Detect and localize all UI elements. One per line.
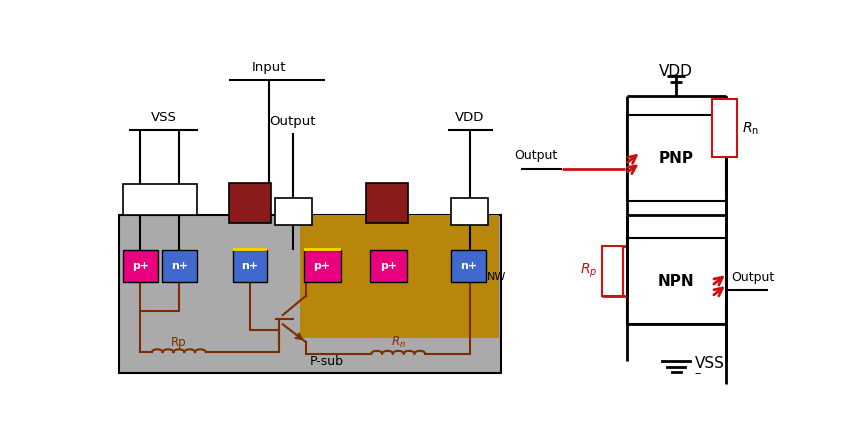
Text: NPN: NPN [658, 274, 695, 289]
Text: PNP: PNP [659, 151, 694, 166]
Bar [228, 182, 271, 223]
Text: Output: Output [732, 270, 775, 284]
Text: VDD: VDD [455, 111, 484, 124]
Text: n+: n+ [241, 261, 259, 271]
Text: Rp: Rp [171, 336, 186, 349]
Bar [712, 99, 737, 157]
Text: $R_p$: $R_p$ [580, 262, 597, 280]
Text: $R_\mathrm{n}$: $R_\mathrm{n}$ [741, 120, 758, 137]
Bar [124, 250, 158, 282]
Text: Input: Input [252, 61, 286, 74]
Bar [601, 246, 623, 296]
Bar [161, 250, 197, 282]
Bar [303, 250, 340, 282]
Text: n+: n+ [460, 261, 478, 271]
Text: VDD: VDD [660, 64, 693, 79]
Bar [627, 115, 726, 201]
Text: VSS: VSS [695, 356, 725, 371]
Bar [124, 184, 197, 215]
Bar [366, 182, 408, 223]
Text: NW: NW [487, 272, 506, 281]
Bar [233, 248, 267, 251]
Bar [303, 248, 340, 251]
Text: $R_n$: $R_n$ [391, 334, 405, 349]
Text: p+: p+ [132, 261, 149, 271]
Text: –: – [695, 367, 701, 380]
Bar [301, 215, 499, 338]
Text: n+: n+ [171, 261, 188, 271]
Bar [369, 250, 407, 282]
Text: Output: Output [270, 115, 316, 127]
Bar [627, 238, 726, 324]
Bar [451, 198, 489, 225]
Bar [119, 215, 501, 373]
Bar [233, 250, 267, 282]
Text: P-sub: P-sub [310, 355, 344, 368]
Text: VSS: VSS [150, 111, 176, 124]
Text: Output: Output [515, 149, 557, 162]
Text: p+: p+ [380, 261, 397, 271]
Bar [275, 198, 312, 225]
Bar [451, 250, 486, 282]
Text: p+: p+ [314, 261, 331, 271]
